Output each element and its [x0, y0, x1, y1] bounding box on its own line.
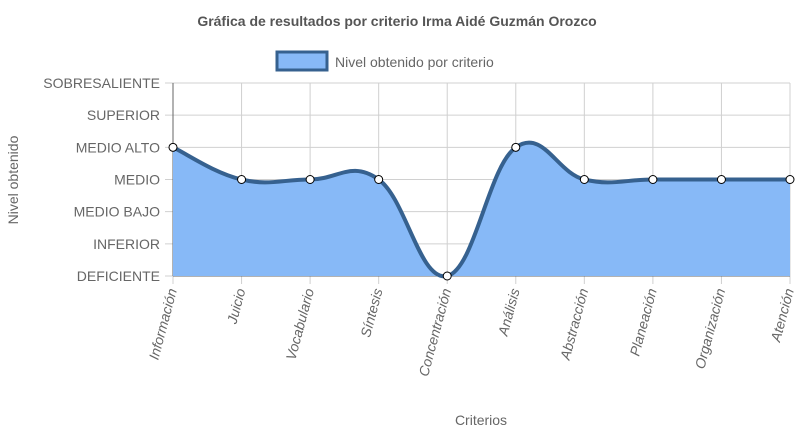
y-tick-label: MEDIO — [114, 172, 160, 188]
x-tick-label: Vocabulario — [283, 286, 318, 361]
y-tick-label: SUPERIOR — [87, 107, 160, 123]
x-tick-label: Concentración — [415, 286, 454, 378]
x-tick-label: Análisis — [494, 287, 522, 339]
y-axis-title: Nivel obtenido — [5, 135, 21, 224]
data-point — [442, 271, 452, 281]
x-tick-label: Atención — [767, 286, 795, 344]
x-tick-label: Juicio — [223, 286, 248, 326]
y-tick-label: INFERIOR — [93, 236, 160, 252]
legend[interactable]: Nivel obtenido por criterio — [275, 50, 494, 72]
data-point — [511, 142, 521, 152]
x-tick-label: Organización — [692, 286, 729, 370]
y-tick-label: DEFICIENTE — [77, 268, 160, 284]
area-fill — [173, 142, 790, 277]
y-tick-label: MEDIO BAJO — [74, 204, 160, 220]
data-point — [168, 142, 178, 152]
x-tick-label: Síntesis — [357, 287, 385, 339]
data-point — [785, 175, 795, 184]
x-axis-ticks: Información Juicio Vocabulario Síntesis Conc… — [146, 286, 795, 378]
x-tick-label: Planeación — [626, 286, 659, 357]
data-point — [374, 175, 384, 184]
data-points — [168, 142, 795, 281]
y-tick-label: SOBRESALIENTE — [43, 75, 160, 91]
x-axis-title: Criterios — [455, 412, 507, 428]
data-point — [648, 175, 658, 184]
data-point — [716, 175, 726, 184]
series-area — [172, 140, 790, 279]
series-line — [172, 140, 790, 279]
y-tick-label: MEDIO ALTO — [76, 139, 160, 155]
data-point — [579, 175, 589, 184]
y-axis-ticks: DEFICIENTE INFERIOR MEDIO BAJO MEDIO MEDIO A… — [43, 75, 160, 284]
x-tick-label: Abstracción — [557, 286, 592, 362]
data-point — [305, 175, 315, 184]
legend-swatch — [275, 50, 329, 72]
data-point — [237, 175, 247, 184]
chart-title: Gráfica de resultados por criterio Irma … — [197, 13, 596, 29]
x-tick-label: Información — [146, 286, 180, 361]
legend-label: Nivel obtenido por criterio — [335, 54, 494, 70]
